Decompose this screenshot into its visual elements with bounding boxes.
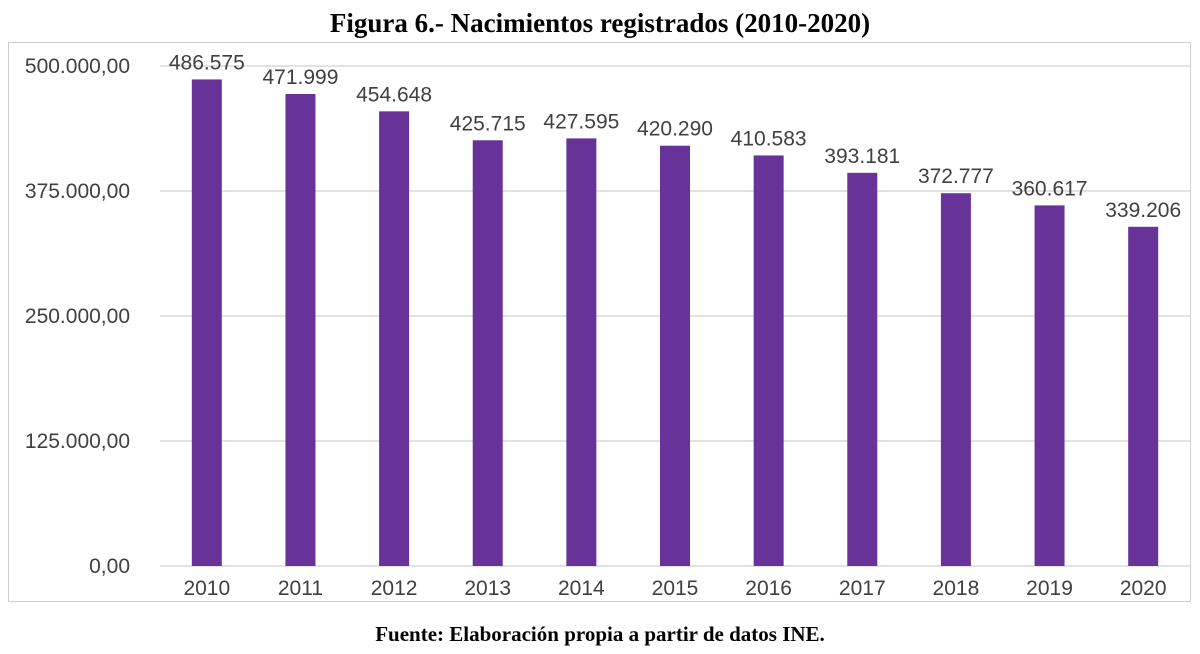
x-tick-label: 2014 [558,577,605,600]
bar-2017 [847,172,878,566]
data-label-2018: 372.777 [918,165,994,188]
x-tick-label: 2020 [1120,577,1167,600]
bar-2014 [566,138,597,566]
x-tick-label: 2017 [839,577,886,600]
y-tick-label: 125.000,00 [25,430,130,453]
data-label-2011: 471.999 [262,66,338,89]
data-label-2015: 420.290 [637,118,713,141]
chart-title: Figura 6.- Nacimientos registrados (2010… [329,8,871,38]
data-label-2014: 427.595 [543,110,619,133]
bar-2012 [379,111,410,567]
x-tick-label: 2012 [371,577,418,600]
data-labels: 486.575 471.999 454.648 425.715 427.595 420.2… [169,51,1181,221]
x-tick-label: 2016 [745,577,792,600]
data-label-2010: 486.575 [169,51,245,74]
x-tick-label: 2018 [933,577,980,600]
y-axis: 0,00 125.000,00 250.000,00 375.000,00 500.00… [25,55,130,578]
y-tick-label: 500.000,00 [25,55,130,78]
bar-2018 [940,193,971,566]
bar-2011 [285,94,316,566]
bar-2010 [191,79,222,567]
data-label-2020: 339.206 [1105,199,1181,222]
data-label-2016: 410.583 [731,127,807,150]
x-tick-label: 2013 [464,577,511,600]
data-label-2013: 425.715 [450,112,526,135]
x-tick-label: 2010 [183,577,230,600]
data-label-2012: 454.648 [356,83,432,106]
x-tick-label: 2019 [1026,577,1073,600]
data-label-2019: 360.617 [1012,177,1088,200]
bar-2020 [1128,226,1159,566]
bar-chart: 0,00 125.000,00 250.000,00 375.000,00 500.00… [25,51,1190,600]
bar-2019 [1034,205,1065,566]
chart-source: Fuente: Elaboración propia a partir de d… [375,622,825,646]
y-tick-label: 250.000,00 [25,305,130,328]
bar-2015 [660,145,690,566]
x-axis: 2010 2011 2012 2013 2014 2015 2016 2017 2018 2019… [183,577,1166,600]
bar-2013 [472,140,503,566]
data-label-2017: 393.181 [824,145,900,168]
y-tick-label: 0,00 [89,555,130,578]
chart-frame [8,42,1191,602]
bars [191,79,1159,567]
y-tick-label: 375.000,00 [25,180,130,203]
x-tick-label: 2015 [652,577,699,600]
x-tick-label: 2011 [278,577,323,600]
bar-2016 [753,155,784,567]
